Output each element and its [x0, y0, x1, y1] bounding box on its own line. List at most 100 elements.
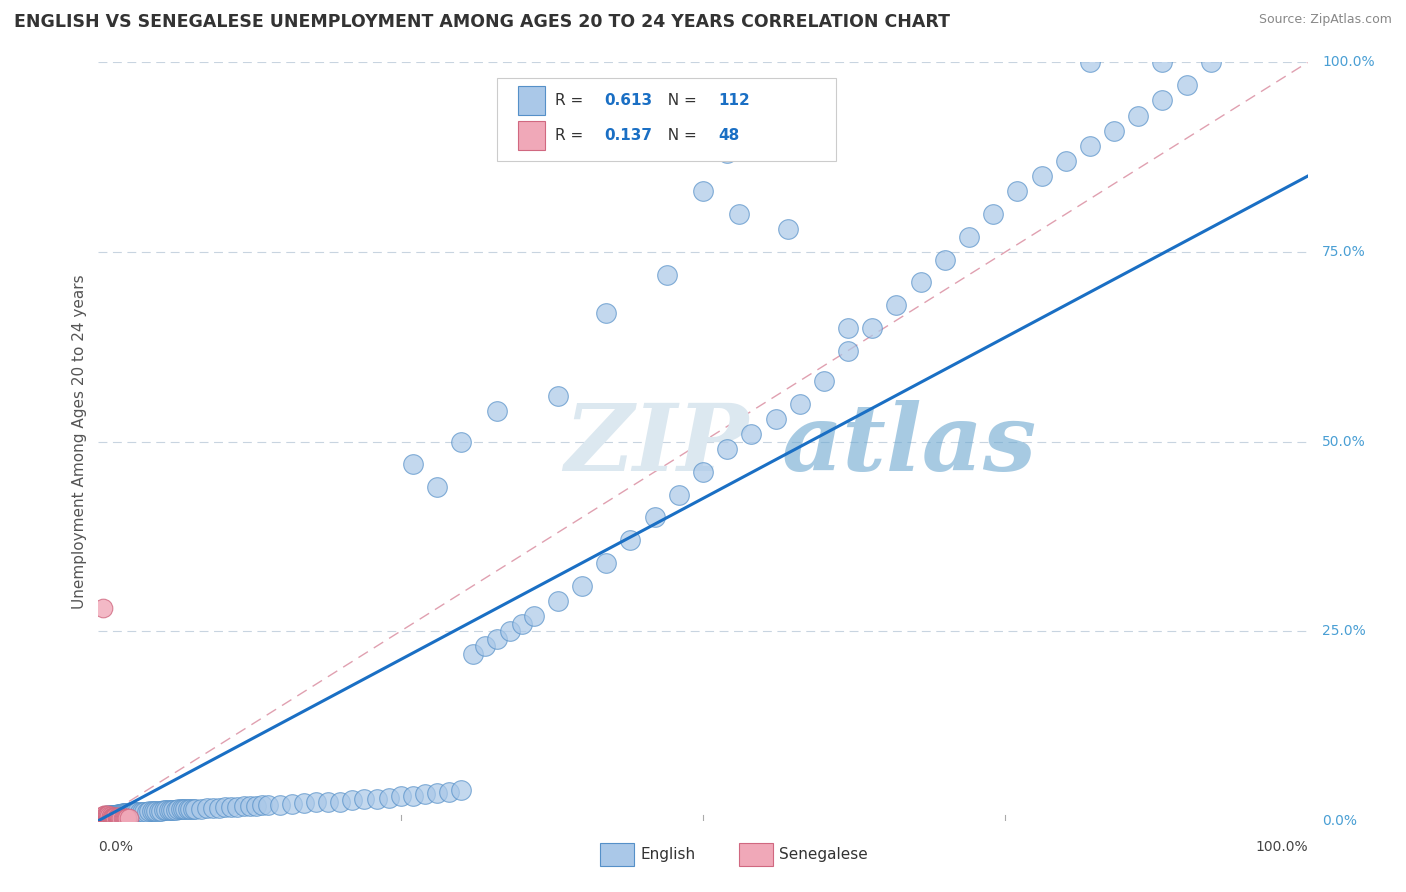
Point	[1128, 108, 1150, 122]
Text: 48: 48	[718, 128, 740, 144]
Point	[134, 805, 156, 819]
Point	[108, 806, 131, 821]
Point	[91, 811, 114, 825]
Y-axis label: Unemployment Among Ages 20 to 24 years: Unemployment Among Ages 20 to 24 years	[72, 274, 87, 609]
Point	[104, 811, 127, 825]
Point	[131, 805, 153, 819]
Point	[98, 810, 121, 824]
FancyBboxPatch shape	[740, 844, 773, 866]
Point	[101, 811, 124, 825]
Point	[595, 305, 617, 319]
Point	[103, 810, 125, 824]
Point	[145, 804, 167, 818]
Point	[124, 805, 146, 820]
Text: 0.613: 0.613	[603, 93, 652, 108]
Point	[837, 320, 859, 334]
Text: English: English	[640, 847, 695, 863]
Point	[1078, 138, 1101, 153]
Point	[117, 811, 139, 825]
Point	[292, 796, 315, 810]
Point	[169, 802, 191, 816]
Point	[716, 146, 738, 161]
Point	[619, 533, 641, 548]
Point	[114, 811, 136, 825]
Text: 25.0%: 25.0%	[1322, 624, 1365, 638]
Point	[97, 809, 120, 823]
Point	[150, 804, 173, 818]
Point	[110, 811, 132, 825]
Point	[91, 601, 114, 615]
Point	[910, 275, 932, 289]
Point	[486, 404, 509, 418]
Point	[105, 810, 128, 824]
Point	[1031, 169, 1053, 184]
Point	[112, 806, 135, 821]
Point	[108, 806, 131, 821]
Point	[110, 806, 132, 821]
Point	[107, 811, 129, 825]
Point	[776, 222, 799, 236]
Text: 0.0%: 0.0%	[1322, 814, 1357, 828]
Point	[165, 803, 187, 817]
Point	[101, 807, 124, 822]
Text: Source: ZipAtlas.com: Source: ZipAtlas.com	[1258, 13, 1392, 27]
Point	[100, 809, 122, 823]
Text: 100.0%: 100.0%	[1322, 55, 1375, 70]
FancyBboxPatch shape	[600, 844, 634, 866]
Point	[728, 207, 751, 221]
Point	[377, 791, 399, 805]
Point	[143, 804, 166, 818]
Point	[100, 808, 122, 822]
Point	[402, 789, 425, 803]
Point	[190, 801, 212, 815]
Point	[96, 810, 118, 824]
Point	[181, 801, 204, 815]
Point	[98, 811, 121, 825]
Text: 75.0%: 75.0%	[1322, 245, 1365, 259]
Point	[167, 802, 190, 816]
Point	[160, 803, 183, 817]
Point	[426, 480, 449, 494]
Point	[104, 807, 127, 822]
Point	[437, 785, 460, 799]
Text: 0.137: 0.137	[603, 128, 652, 144]
Point	[135, 805, 157, 819]
Point	[141, 804, 163, 818]
Point	[115, 811, 138, 825]
Point	[329, 795, 352, 809]
Point	[97, 810, 120, 824]
Point	[108, 811, 131, 825]
Point	[269, 797, 291, 812]
Point	[981, 207, 1004, 221]
FancyBboxPatch shape	[498, 78, 837, 161]
Point	[91, 810, 114, 824]
Point	[114, 806, 136, 821]
Point	[655, 268, 678, 282]
Point	[644, 510, 666, 524]
Point	[547, 594, 569, 608]
Point	[98, 809, 121, 823]
Point	[668, 487, 690, 501]
Point	[118, 806, 141, 821]
Point	[214, 800, 236, 814]
Point	[103, 807, 125, 822]
Point	[813, 374, 835, 388]
Point	[256, 798, 278, 813]
Point	[96, 811, 118, 825]
Point	[232, 799, 254, 814]
Point	[98, 809, 121, 823]
Point	[934, 252, 956, 267]
Point	[957, 229, 980, 244]
Point	[789, 396, 811, 410]
Point	[250, 798, 273, 813]
Point	[740, 427, 762, 442]
Text: 112: 112	[718, 93, 751, 108]
Point	[402, 458, 425, 472]
Text: ZIP: ZIP	[564, 401, 748, 491]
Text: R =: R =	[555, 128, 589, 144]
Point	[120, 805, 142, 820]
Text: atlas: atlas	[782, 401, 1036, 491]
Point	[1152, 55, 1174, 70]
Point	[94, 809, 117, 823]
Point	[510, 616, 533, 631]
